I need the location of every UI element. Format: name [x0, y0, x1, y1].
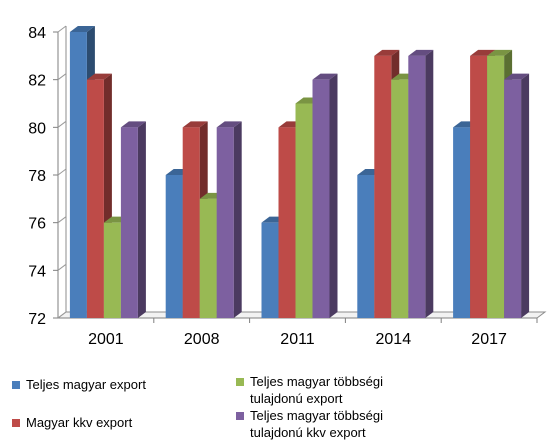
- bar-front: [391, 79, 409, 319]
- bar-front: [453, 127, 471, 318]
- bar-front: [261, 222, 279, 318]
- bar-front: [487, 55, 505, 318]
- y-tick-label: 72: [28, 311, 46, 328]
- bar-top: [470, 49, 496, 56]
- bar-top: [408, 49, 434, 56]
- x-tick-label: 2011: [280, 331, 315, 348]
- bar-front: [374, 55, 392, 318]
- bar-front: [69, 32, 87, 318]
- bar-front: [103, 222, 121, 318]
- y-tick-label: 76: [28, 216, 46, 233]
- y-tick-depth: [57, 216, 67, 224]
- bar-top: [120, 121, 146, 128]
- bar-side: [329, 73, 338, 319]
- bar-front: [199, 198, 217, 318]
- bar-front: [165, 175, 183, 318]
- bar-top: [312, 73, 338, 80]
- bar: [504, 73, 530, 319]
- y-tick-depth: [57, 73, 67, 81]
- bar-front: [357, 175, 375, 318]
- bar: [216, 121, 242, 318]
- bar: [120, 121, 146, 318]
- bar-front: [278, 127, 296, 318]
- x-tick-label: 2017: [471, 331, 507, 348]
- y-tick-depth: [57, 25, 67, 33]
- bar-top: [182, 121, 208, 128]
- y-tick-depth: [57, 168, 67, 176]
- bar-top: [86, 73, 112, 80]
- bar-front: [120, 127, 138, 318]
- bar-side: [137, 121, 146, 318]
- bar-front: [470, 55, 488, 318]
- bar-side: [233, 121, 242, 318]
- bar-top: [487, 49, 513, 56]
- bar-top: [504, 73, 530, 80]
- bar-side: [425, 49, 434, 318]
- bar-front: [504, 79, 522, 319]
- y-tick-depth: [57, 311, 67, 319]
- bar-side: [521, 73, 530, 319]
- bar: [312, 73, 338, 319]
- bar-front: [408, 55, 426, 318]
- bar-top: [216, 121, 242, 128]
- bar-front: [312, 79, 330, 319]
- y-tick-label: 78: [28, 168, 46, 185]
- x-tick-label: 2001: [88, 331, 124, 348]
- y-tick-label: 74: [28, 263, 46, 280]
- y-tick-depth: [57, 120, 67, 128]
- x-tick-label: 2008: [184, 331, 220, 348]
- bar-front: [295, 103, 313, 318]
- bar-front: [216, 127, 234, 318]
- y-tick-depth: [57, 263, 67, 271]
- bar-front: [86, 79, 104, 319]
- y-tick-label: 82: [28, 73, 46, 90]
- bar-top: [69, 26, 95, 32]
- x-tick-label: 2014: [376, 331, 412, 348]
- bar: [408, 49, 434, 318]
- y-tick-label: 80: [28, 120, 46, 137]
- y-tick-label: 84: [28, 25, 46, 42]
- bar-top: [374, 49, 400, 56]
- bar-front: [182, 127, 200, 318]
